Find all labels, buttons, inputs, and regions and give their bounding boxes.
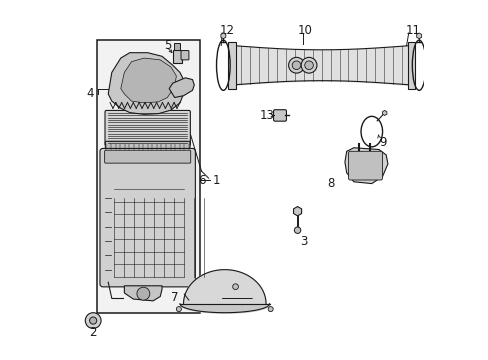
FancyBboxPatch shape — [100, 148, 195, 287]
Text: 6: 6 — [198, 174, 205, 186]
FancyBboxPatch shape — [273, 110, 286, 121]
Polygon shape — [124, 286, 162, 301]
Circle shape — [137, 287, 149, 300]
Polygon shape — [121, 58, 176, 103]
Text: 8: 8 — [326, 177, 334, 190]
Circle shape — [267, 307, 273, 312]
Circle shape — [304, 61, 313, 69]
Text: 11: 11 — [405, 24, 420, 37]
Polygon shape — [108, 53, 185, 114]
Bar — [172, 50, 182, 63]
Bar — [174, 43, 180, 50]
Polygon shape — [344, 148, 387, 184]
FancyBboxPatch shape — [105, 141, 190, 154]
Text: 9: 9 — [378, 136, 386, 149]
Text: 2: 2 — [89, 325, 96, 338]
Text: 5: 5 — [163, 39, 171, 52]
Text: 12: 12 — [219, 24, 234, 37]
Polygon shape — [169, 78, 194, 98]
Circle shape — [301, 57, 316, 73]
Text: 10: 10 — [297, 24, 312, 37]
Text: 7: 7 — [170, 291, 178, 304]
Text: 4: 4 — [86, 87, 93, 100]
Bar — [97, 40, 199, 313]
Text: 13: 13 — [260, 109, 274, 122]
FancyBboxPatch shape — [105, 111, 190, 145]
Circle shape — [294, 227, 300, 233]
Circle shape — [292, 61, 300, 69]
Circle shape — [288, 57, 304, 73]
Text: 3: 3 — [300, 235, 307, 248]
Bar — [407, 42, 414, 89]
Circle shape — [89, 317, 97, 324]
FancyBboxPatch shape — [181, 50, 188, 60]
FancyBboxPatch shape — [348, 151, 382, 180]
Circle shape — [232, 284, 238, 289]
Text: 1: 1 — [212, 174, 219, 186]
Polygon shape — [183, 270, 265, 304]
FancyBboxPatch shape — [104, 150, 190, 163]
Circle shape — [176, 307, 181, 312]
Circle shape — [85, 313, 101, 328]
Bar — [228, 42, 235, 89]
